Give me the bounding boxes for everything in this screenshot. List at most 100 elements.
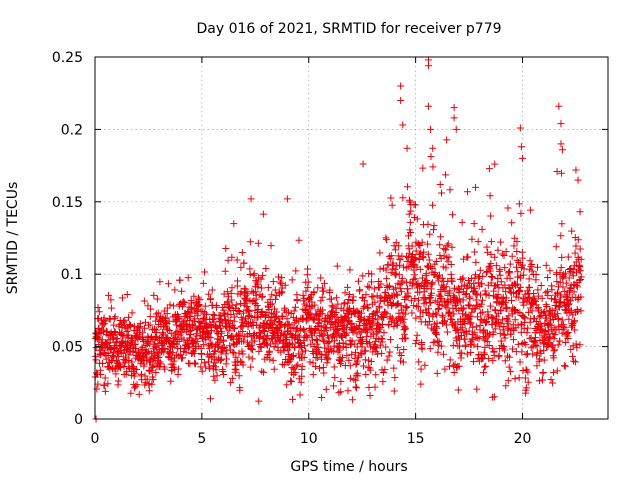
data-point — [489, 357, 497, 365]
data-point — [557, 120, 565, 128]
data-point — [290, 344, 298, 352]
data-point — [358, 309, 366, 317]
data-point — [283, 315, 291, 323]
data-point — [353, 384, 361, 392]
data-point — [120, 362, 128, 370]
data-point — [381, 308, 389, 316]
data-point — [133, 381, 141, 389]
data-point — [458, 218, 466, 226]
data-point — [219, 367, 227, 375]
data-point — [287, 378, 295, 386]
data-point — [372, 307, 380, 315]
data-point — [100, 326, 108, 334]
data-point — [219, 344, 227, 352]
data-point — [417, 365, 425, 373]
data-point — [406, 229, 414, 237]
data-point — [228, 284, 236, 292]
data-point — [541, 308, 549, 316]
data-point — [519, 261, 527, 269]
data-point — [501, 346, 509, 354]
data-point — [200, 314, 208, 322]
data-point — [335, 389, 343, 397]
data-point — [302, 347, 310, 355]
data-point — [538, 376, 546, 384]
data-point — [152, 368, 160, 376]
data-point — [437, 189, 445, 197]
data-point — [187, 305, 195, 313]
data-point — [177, 351, 185, 359]
data-point — [517, 320, 525, 328]
data-point — [368, 326, 376, 334]
data-point — [306, 358, 314, 366]
data-point — [285, 321, 293, 329]
data-point — [281, 281, 289, 289]
data-point — [486, 267, 494, 275]
data-point — [292, 267, 300, 275]
data-point — [127, 389, 135, 397]
data-point — [393, 321, 401, 329]
data-point — [442, 321, 450, 329]
data-point — [411, 201, 419, 209]
data-point — [179, 298, 187, 306]
data-point — [125, 313, 133, 321]
data-point — [283, 335, 291, 343]
x-tick-label: 5 — [197, 431, 206, 447]
data-point — [548, 306, 556, 314]
data-point — [345, 291, 353, 299]
data-point — [543, 303, 551, 311]
data-point — [511, 375, 519, 383]
data-point — [105, 291, 113, 299]
data-point — [156, 278, 164, 286]
data-point — [377, 341, 385, 349]
data-point — [501, 264, 509, 272]
data-point — [226, 317, 234, 325]
data-point — [557, 291, 565, 299]
data-point — [515, 374, 523, 382]
data-point — [263, 341, 271, 349]
data-point — [383, 356, 391, 364]
data-point — [191, 360, 199, 368]
data-point — [457, 354, 465, 362]
data-point — [550, 347, 558, 355]
data-point — [148, 380, 156, 388]
data-point — [571, 358, 579, 366]
data-point — [476, 321, 484, 329]
data-point — [395, 261, 403, 269]
data-point — [102, 355, 110, 363]
plot-frame — [94, 56, 609, 420]
data-point — [248, 287, 256, 295]
data-point — [296, 324, 304, 332]
data-point — [318, 351, 326, 359]
data-point — [114, 377, 122, 385]
data-point — [258, 367, 266, 375]
data-point — [520, 325, 528, 333]
data-point — [471, 248, 479, 256]
data-point — [270, 343, 278, 351]
y-tick-label: 0 — [74, 412, 83, 428]
data-point — [369, 330, 377, 338]
data-point — [337, 357, 345, 365]
data-point — [315, 364, 323, 372]
data-point — [262, 333, 270, 341]
data-point — [155, 353, 163, 361]
data-point — [412, 336, 420, 344]
data-point — [348, 350, 356, 358]
data-point — [357, 349, 365, 357]
data-point — [431, 269, 439, 277]
data-point — [307, 304, 315, 312]
data-point — [238, 347, 246, 355]
data-point — [277, 289, 285, 297]
data-point — [534, 292, 542, 300]
data-point — [450, 114, 458, 122]
data-point — [100, 314, 108, 322]
data-point — [150, 291, 158, 299]
data-point — [492, 262, 500, 270]
data-point — [136, 320, 144, 328]
data-point — [247, 363, 255, 371]
data-point — [574, 176, 582, 184]
data-point — [366, 366, 374, 374]
data-point — [561, 362, 569, 370]
data-point — [324, 354, 332, 362]
data-point — [239, 361, 247, 369]
data-point — [410, 302, 418, 310]
